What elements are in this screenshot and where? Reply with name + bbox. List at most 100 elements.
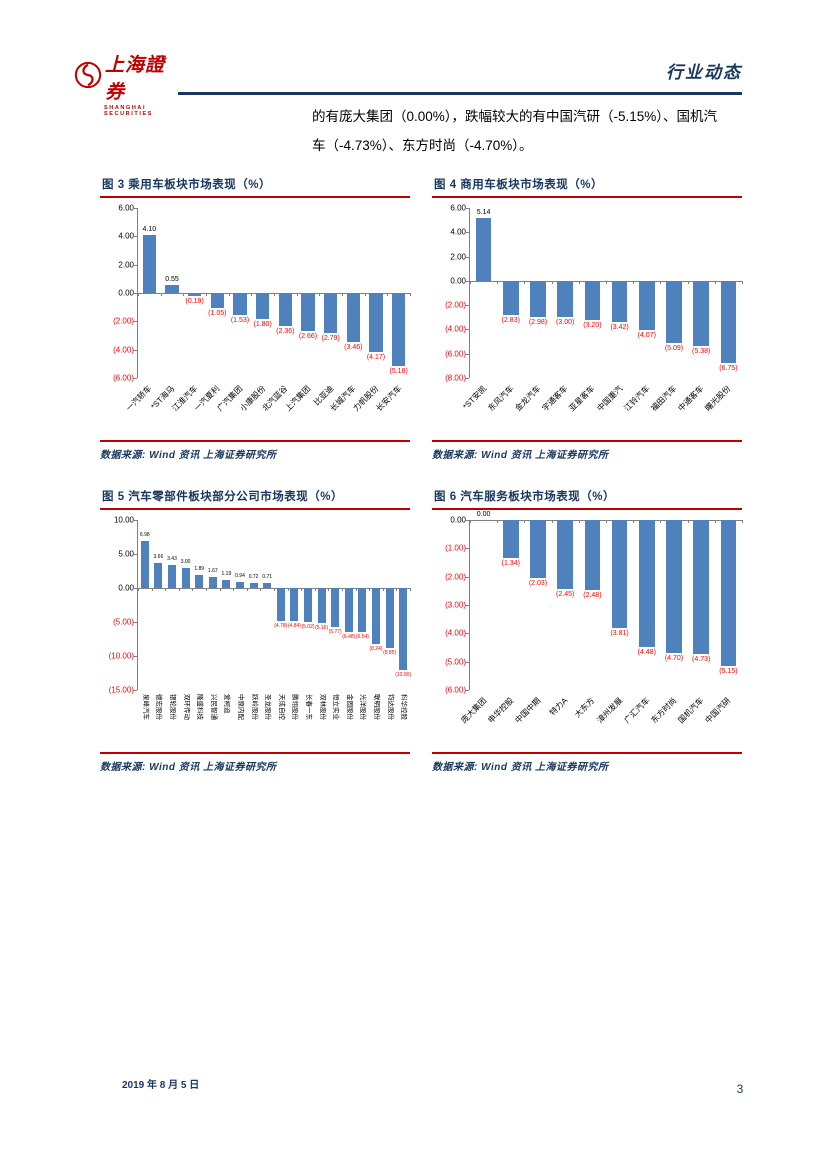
- x-axis-tick: [246, 588, 248, 591]
- y-axis-tick-label: 6.00: [450, 203, 466, 213]
- y-axis-tick-label: 0.00: [118, 288, 134, 298]
- x-axis-tick: [233, 588, 235, 591]
- bar-value-label: (5.18): [389, 368, 408, 376]
- bar: [233, 293, 247, 315]
- y-axis-tick-label: (2.00): [113, 316, 134, 326]
- bar-value-label: (4.84): [287, 622, 301, 629]
- bar-value-label: (2.98): [528, 319, 548, 327]
- x-category-label: 双林股份: [318, 694, 326, 720]
- x-category-label: 庞大集团: [458, 696, 488, 725]
- bar-value-label: (8.24): [369, 646, 383, 653]
- y-axis-line: [137, 208, 138, 378]
- bar-value-label: (0.19): [185, 297, 204, 305]
- y-axis-tick-label: 2.00: [118, 260, 134, 270]
- y-axis-tick: [133, 236, 137, 238]
- x-axis-tick: [551, 280, 553, 284]
- x-category-label: 光洋股份: [359, 694, 367, 720]
- chart-plot-area: 6.00 4.00 2.00 0.00 (2.00) (4.00) (6.00) (8.00)…: [432, 204, 743, 440]
- x-category-label: 钧达股份: [386, 694, 394, 720]
- y-axis-tick: [133, 554, 137, 555]
- bar: [502, 280, 519, 316]
- x-axis-tick: [633, 280, 635, 284]
- y-axis: 6.00 4.00 2.00 0.00 (2.00) (4.00) (6.00): [100, 204, 134, 383]
- bar: [358, 588, 367, 633]
- plot-region: 0.00 庞大集团 (1.34) 申华控股 (2.03) 中国中期 (2.45) 特力A (2.…: [459, 511, 743, 725]
- x-axis-tick: [687, 280, 689, 284]
- bar: [165, 285, 179, 293]
- y-axis-tick-label: (2.00): [445, 300, 466, 310]
- y-axis-tick: [465, 329, 469, 331]
- bar: [584, 280, 601, 320]
- x-axis-tick: [606, 520, 607, 523]
- x-axis-tick: [274, 588, 275, 591]
- x-category-label: 曙光股份: [703, 384, 733, 413]
- x-axis-tick: [206, 588, 207, 591]
- x-axis-tick: [470, 520, 471, 523]
- chart-plot-area: 10.00 5.00 0.00 (5.00) (10.00) (15.00) 6.98 泉峰…: [100, 516, 411, 752]
- bar: [263, 583, 272, 588]
- x-category-label: 中国中期: [513, 696, 543, 725]
- bar: [304, 588, 312, 623]
- x-category-label: *ST安凯: [460, 384, 488, 412]
- y-axis-tick-label: (6.00): [113, 373, 134, 383]
- bar: [372, 588, 380, 645]
- body-paragraph: 的有庞大集团（0.00%），跌幅较大的有中国汽研（-5.15%）、国机汽 车（-…: [312, 102, 748, 160]
- y-axis-tick: [465, 605, 469, 606]
- x-axis-tick: [328, 588, 330, 591]
- x-category-label: 银轮股份: [169, 694, 176, 720]
- bar-value-label: (3.42): [610, 324, 629, 332]
- bar-value-label: (4.78): [274, 622, 288, 629]
- x-axis-tick: [342, 588, 343, 591]
- y-axis-tick-label: (15.00): [108, 685, 134, 695]
- y-axis-tick-label: (3.00): [445, 600, 466, 610]
- x-axis-tick: [178, 588, 180, 591]
- y-axis-tick: [465, 232, 469, 234]
- bar-value-label: (2.79): [321, 334, 340, 342]
- shanghai-securities-emblem-icon: [74, 61, 102, 94]
- figure-6-auto-service-chart: 图 6 汽车服务板块市场表现（%） 0.00 (1.00) (2.00) (3.00)…: [432, 488, 743, 773]
- x-category-label: 福田汽车: [649, 384, 679, 413]
- x-axis-tick: [551, 520, 553, 523]
- x-category-label: 泉峰汽车: [141, 694, 149, 720]
- bar-value-label: (2.45): [556, 591, 575, 599]
- figure-4-commercial-vehicle-chart: 图 4 商用车板块市场表现（%） 6.00 4.00 2.00 0.00 (2.00) (…: [432, 176, 743, 461]
- x-axis-tick: [687, 520, 689, 523]
- x-axis-tick: [714, 520, 716, 523]
- brand-name-en: SHANGHAI SECURITIES: [104, 105, 154, 117]
- figure-3-passenger-car-chart: 图 3 乘用车板块市场表现（%） 6.00 4.00 2.00 0.00 (2.00) (…: [100, 176, 411, 461]
- bar-value-label: 3.66: [153, 554, 164, 561]
- y-axis-tick-label: 5.00: [118, 549, 134, 559]
- bar: [720, 280, 737, 363]
- x-axis-tick: [138, 588, 139, 591]
- x-category-label: 兴民智通: [209, 694, 217, 720]
- y-axis-tick-label: (4.00): [445, 628, 466, 638]
- x-axis-tick: [497, 280, 499, 284]
- y-axis-tick-label: 6.00: [118, 203, 134, 213]
- x-axis-tick: [228, 293, 230, 296]
- bar: [188, 293, 202, 296]
- bar: [638, 280, 655, 331]
- x-axis-tick: [192, 588, 194, 591]
- bar-value-label: 0.72: [248, 574, 259, 581]
- bar: [290, 588, 299, 621]
- x-category-label: 中原内配: [237, 694, 244, 720]
- y-axis-tick: [133, 690, 137, 691]
- x-axis-tick: [470, 280, 471, 284]
- bar-value-label: 1.89: [194, 566, 205, 573]
- x-axis-tick: [342, 293, 343, 296]
- x-category-label: 长春一东: [305, 694, 312, 720]
- bar-value-label: 1.67: [207, 567, 218, 574]
- data-source-note: 数据来源: Wind 资讯 上海证券研究所: [100, 752, 410, 773]
- bar-value-label: (2.03): [528, 579, 548, 587]
- x-category-label: 隆盛科技: [196, 694, 204, 720]
- chart-plot-area: 0.00 (1.00) (2.00) (3.00) (4.00) (5.00) (6.00)…: [432, 511, 743, 752]
- x-category-label: 亚星客车: [567, 384, 597, 413]
- x-category-label: 双环传动: [182, 694, 190, 720]
- x-category-label: 联明股份: [373, 694, 380, 720]
- bar-value-label: (3.81): [610, 629, 629, 637]
- x-category-label: 东方时尚: [649, 696, 679, 725]
- bar-value-label: (4.07): [637, 332, 656, 340]
- x-category-label: 金固股份: [345, 694, 353, 720]
- y-axis-tick: [133, 622, 137, 623]
